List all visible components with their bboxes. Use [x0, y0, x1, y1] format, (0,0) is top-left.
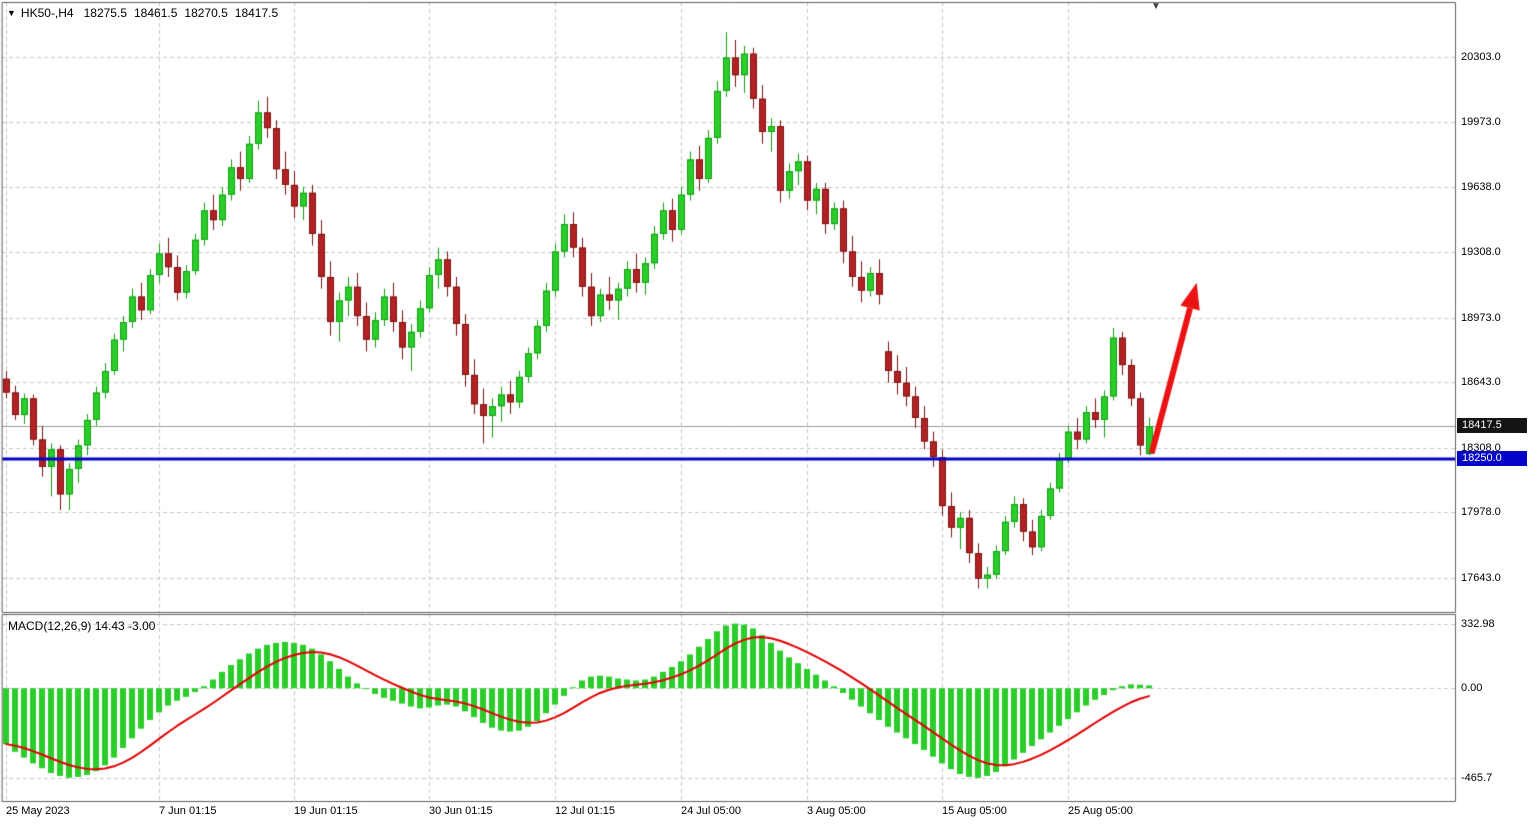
macd-indicator-label: MACD(12,26,9) 14.43 -3.00: [8, 619, 156, 633]
time-tick-label: 25 May 2023: [6, 805, 70, 817]
price-tick-label: 18973.0: [1461, 312, 1501, 324]
price-tick-label: 17978.0: [1461, 506, 1501, 518]
macd-tick-label: -465.7: [1461, 772, 1493, 784]
time-tick-label: 24 Jul 05:00: [681, 805, 741, 817]
time-tick-label: 15 Aug 05:00: [942, 805, 1007, 817]
symbol-marker-icon: ▼: [7, 8, 16, 18]
time-tick-label: 25 Aug 05:00: [1068, 805, 1133, 817]
time-tick-label: 19 Jun 01:15: [294, 805, 358, 817]
time-tick-label: 12 Jul 01:15: [555, 805, 615, 817]
price-tick-label: 18643.0: [1461, 376, 1501, 388]
price-tick-label: 19638.0: [1461, 181, 1501, 193]
high-value: 18461.5: [134, 6, 178, 20]
time-tick-label: 3 Aug 05:00: [807, 805, 866, 817]
close-value: 18417.5: [234, 6, 279, 20]
macd-tick-label: 0.00: [1461, 682, 1483, 694]
support-level-badge: 18250.0: [1457, 451, 1527, 466]
time-tick-label: 7 Jun 01:15: [159, 805, 217, 817]
open-value: 18275.5: [83, 6, 127, 20]
time-tick-label: 30 Jun 01:15: [429, 805, 493, 817]
price-tick-label: 19308.0: [1461, 246, 1501, 258]
price-tick-label: 19973.0: [1461, 116, 1501, 128]
low-value: 18270.5: [184, 6, 228, 20]
macd-tick-label: 332.98: [1461, 618, 1495, 630]
chart-header: ▼ HK50-,H4 18275.5 18461.5 18270.5 18417…: [7, 6, 285, 20]
symbol-period-label: HK50-,H4: [20, 6, 74, 20]
price-tick-label: 17643.0: [1461, 572, 1501, 584]
current-price-badge: 18417.5: [1457, 418, 1527, 433]
chart-shift-marker-icon[interactable]: ▼: [1151, 1, 1161, 12]
price-tick-label: 20303.0: [1461, 51, 1501, 63]
